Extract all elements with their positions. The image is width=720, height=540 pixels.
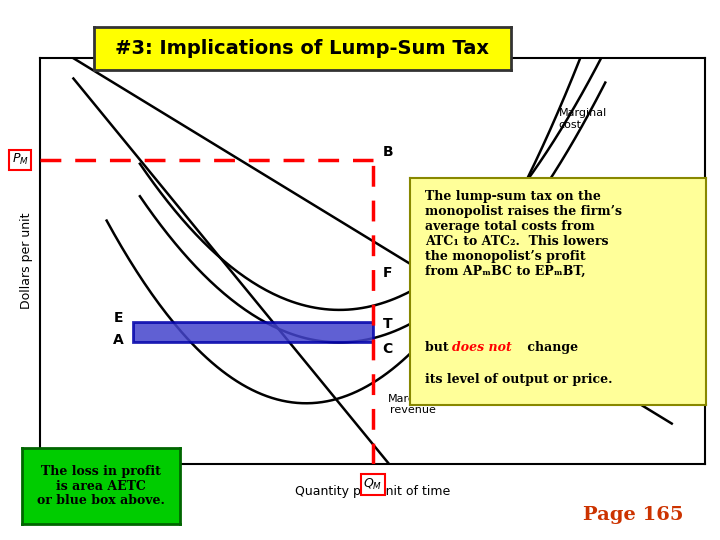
Text: ATC₂: ATC₂ xyxy=(519,181,547,194)
Text: does not: does not xyxy=(451,341,511,354)
Text: #3: Implications of Lump-Sum Tax: #3: Implications of Lump-Sum Tax xyxy=(115,39,490,58)
Text: $Q_M$: $Q_M$ xyxy=(363,477,382,492)
Text: F: F xyxy=(382,266,392,280)
Text: B: B xyxy=(382,145,393,159)
Text: but: but xyxy=(425,341,453,354)
Text: Page 165: Page 165 xyxy=(583,506,684,524)
Bar xyxy=(133,322,372,342)
Text: E: E xyxy=(114,311,123,325)
Text: $P_M$: $P_M$ xyxy=(12,152,29,167)
Text: T: T xyxy=(382,317,392,331)
Text: change: change xyxy=(523,341,577,354)
Text: Marginal
cost: Marginal cost xyxy=(559,109,607,130)
Text: The loss in profit
is area AETC
or blue box above.: The loss in profit is area AETC or blue … xyxy=(37,464,165,508)
Text: The lump-sum tax on the
monopolist raises the firm’s
average total costs from
AT: The lump-sum tax on the monopolist raise… xyxy=(425,190,622,278)
Y-axis label: Dollars per unit: Dollars per unit xyxy=(20,213,33,309)
Text: Marginal
revenue: Marginal revenue xyxy=(388,394,436,415)
Text: A: A xyxy=(112,333,123,347)
X-axis label: Quantity per unit of time: Quantity per unit of time xyxy=(295,485,450,498)
Text: ATC₁: ATC₁ xyxy=(519,222,547,235)
Text: C: C xyxy=(382,341,393,355)
Text: its level of output or price.: its level of output or price. xyxy=(425,373,613,386)
